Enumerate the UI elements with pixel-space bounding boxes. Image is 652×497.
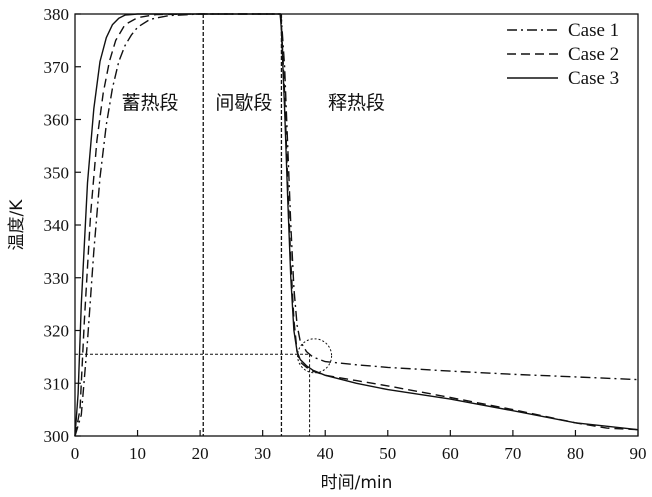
legend-label: Case 3 [568,68,619,89]
y-tick-label: 350 [44,163,70,182]
y-tick-label: 340 [44,216,70,235]
series-line-case-3 [74,13,639,437]
x-tick-label: 40 [317,444,334,463]
y-tick-label: 370 [44,58,70,77]
x-tick-label: 10 [129,444,146,463]
legend: Case 1 Case 2 Case 3 [507,20,619,89]
x-tick-label: 30 [254,444,271,463]
x-axis-title: 时间/min [321,473,393,493]
phase-label: 释热段 [328,92,385,114]
y-tick-label: 330 [44,269,70,288]
reference-lines [75,338,333,436]
phase-boundaries [202,14,283,436]
axis-ticks: 0 10 20 30 40 50 60 70 80 90 300 310 320 330 340 350 360… [44,5,647,463]
y-tick-label: 360 [44,111,70,130]
x-tick-label: 70 [504,444,521,463]
phase-labels: 蓄热段 间歇段 释热段 [122,92,385,114]
phase-label: 间歇段 [215,92,272,114]
y-tick-label: 320 [44,322,70,341]
y-tick-label: 300 [44,427,70,446]
x-tick-label: 0 [71,444,80,463]
x-tick-label: 60 [442,444,459,463]
legend-label: Case 1 [568,20,619,41]
series-line-case-2 [74,13,639,437]
x-tick-label: 80 [567,444,584,463]
x-tick-label: 50 [379,444,396,463]
phase-label: 蓄热段 [122,92,179,114]
y-axis-title: 温度/K [7,199,27,251]
legend-label: Case 2 [568,44,619,65]
y-tick-label: 380 [44,5,70,24]
x-tick-label: 20 [192,444,209,463]
x-tick-label: 90 [630,444,647,463]
y-tick-label: 310 [44,374,70,393]
highlight-circle [297,338,333,374]
